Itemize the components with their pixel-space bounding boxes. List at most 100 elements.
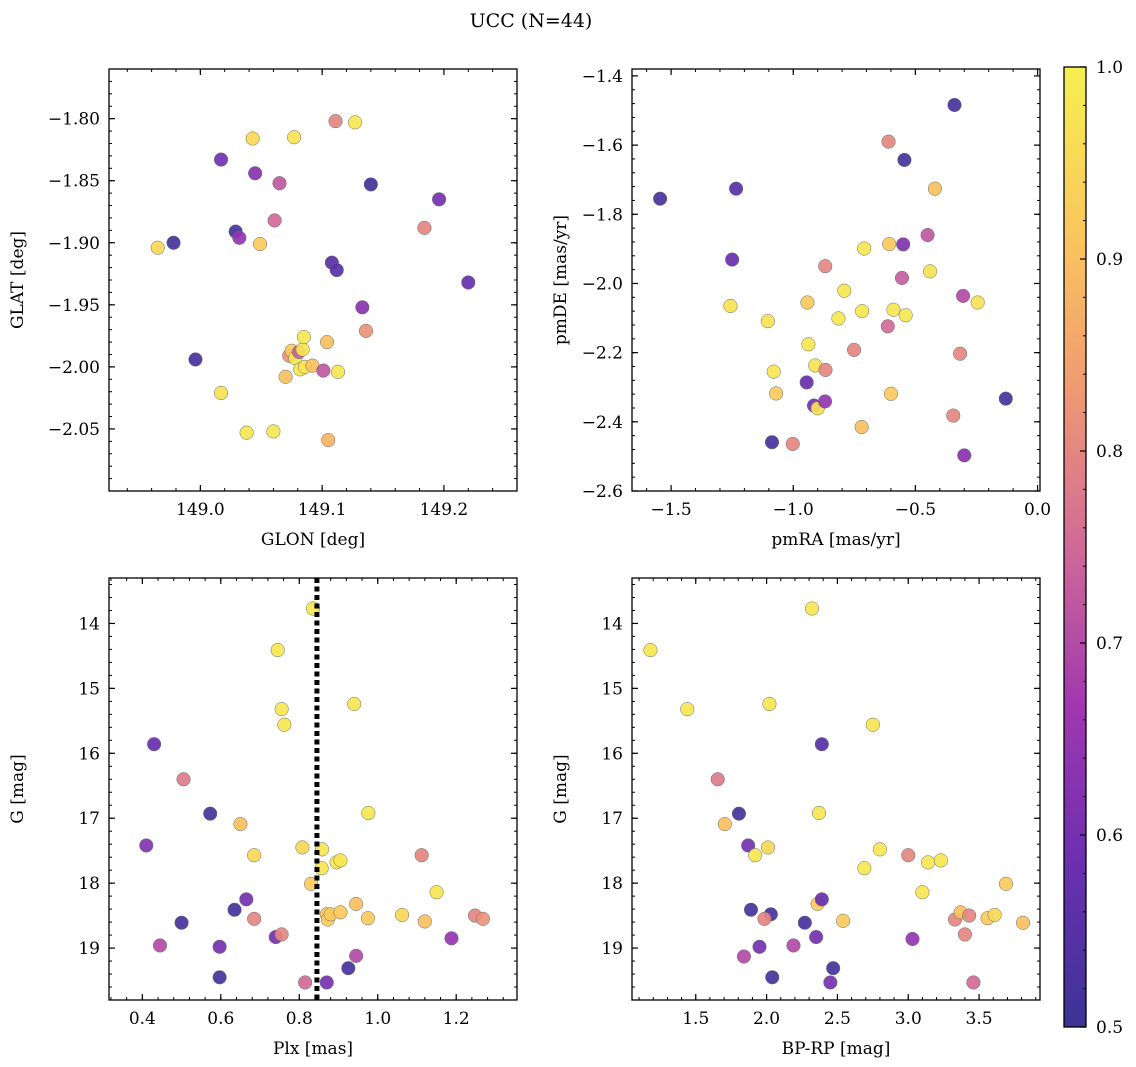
y-tick-label: −1.95 (48, 296, 100, 316)
data-point (319, 975, 334, 990)
data-point (797, 915, 812, 930)
x-tick-label: 0.6 (207, 1009, 234, 1029)
data-point (762, 696, 777, 712)
x-tick-label: 149.0 (176, 500, 225, 520)
data-point (752, 939, 767, 954)
x-axis-label: Plx [mas] (273, 1039, 353, 1059)
data-point (800, 295, 815, 310)
tick-marks (109, 578, 517, 1001)
data-point (298, 975, 313, 990)
data-point (760, 314, 775, 329)
data-point (882, 236, 897, 252)
data-point (461, 275, 476, 290)
data-point (847, 342, 862, 357)
colorbar-tick-label: 0.5 (1096, 1018, 1123, 1038)
y-tick-label: −2.0 (582, 274, 623, 294)
data-point (811, 805, 827, 821)
data-points (139, 601, 490, 990)
data-point (270, 643, 285, 658)
data-points (643, 601, 1031, 990)
data-point (333, 905, 348, 920)
data-point (203, 806, 218, 821)
y-tick-label: 17 (601, 809, 623, 829)
x-axis-label: GLON [deg] (261, 530, 365, 550)
panel-1: 149.0 149.1 149.2 −1.80 −1.85 −1.90 −1.95 −2.00… (8, 68, 518, 550)
axes-frame (108, 68, 518, 492)
y-tick-label: −1.4 (582, 67, 623, 87)
data-point (349, 948, 364, 963)
panel-3: 0.4 0.6 0.8 1.0 1.2 14 15 16 17 18 19 Plx [mas] G [m… (8, 577, 518, 1059)
x-tick-label: 1.0 (364, 1009, 391, 1029)
x-tick-label: −1.0 (773, 500, 814, 520)
data-point (769, 386, 784, 401)
data-point (741, 838, 756, 853)
data-point (915, 885, 930, 900)
data-point (872, 842, 887, 857)
data-point (274, 702, 289, 717)
data-point (643, 643, 658, 658)
data-point (905, 931, 920, 947)
panel-4: 1.5 2.0 2.5 3.0 3.5 14 15 16 17 18 19 BP-RP [mag] G … (551, 577, 1041, 1059)
x-tick-label: −1.5 (650, 500, 691, 520)
data-point (444, 931, 459, 946)
data-point (731, 806, 747, 821)
data-point (321, 433, 336, 448)
x-tick-label: 1.2 (443, 1009, 470, 1029)
data-point (429, 885, 444, 900)
data-point (248, 166, 263, 181)
data-point (239, 425, 254, 440)
data-point (363, 177, 378, 192)
y-tick-label: −2.4 (582, 413, 623, 433)
y-tick-label: −2.00 (48, 358, 100, 378)
data-point (417, 220, 432, 235)
data-point (818, 362, 833, 377)
data-point (319, 335, 335, 350)
colorbar-tick-label: 0.8 (1096, 442, 1123, 462)
data-point (232, 230, 247, 245)
y-tick-label: −1.85 (48, 172, 100, 192)
colorbar-tick-label: 1.0 (1096, 58, 1123, 78)
y-tick-label: 15 (78, 679, 100, 699)
data-point (361, 805, 376, 821)
data-point (901, 848, 916, 863)
y-tick-label: 15 (601, 679, 623, 699)
data-point (886, 302, 901, 317)
x-tick-label: 3.5 (966, 1009, 993, 1029)
data-point (757, 911, 772, 926)
data-point (233, 817, 248, 832)
data-point (957, 448, 972, 463)
data-point (213, 152, 229, 167)
x-tick-label: −0.5 (895, 500, 936, 520)
y-tick-label: 18 (78, 874, 100, 894)
data-point (883, 386, 899, 401)
y-tick-label: 16 (78, 744, 100, 764)
data-point (786, 938, 801, 953)
data-point (316, 363, 331, 378)
data-point (854, 419, 869, 435)
data-point (804, 601, 819, 616)
data-point (955, 288, 971, 303)
y-tick-label: 14 (78, 614, 100, 634)
y-tick-label: −2.6 (582, 482, 623, 502)
data-point (150, 240, 165, 255)
data-point (957, 927, 972, 942)
data-point (295, 342, 310, 357)
data-point (966, 975, 981, 990)
data-point (653, 191, 668, 206)
colorbar-tick-label: 0.7 (1096, 634, 1123, 654)
x-axis-label: pmRA [mas/yr] (771, 530, 900, 550)
data-point (855, 304, 870, 319)
tick-marks (632, 578, 1040, 1001)
data-point (809, 929, 824, 945)
y-tick-label: −1.80 (48, 110, 100, 130)
data-point (766, 364, 781, 379)
x-tick-label: 0.0 (1024, 500, 1051, 520)
data-point (764, 435, 780, 450)
data-point (865, 717, 880, 732)
y-axis-label: pmDE [mas/yr] (551, 215, 571, 345)
data-point (360, 911, 375, 926)
data-point (710, 772, 725, 787)
data-point (881, 134, 896, 149)
data-point (736, 949, 751, 964)
